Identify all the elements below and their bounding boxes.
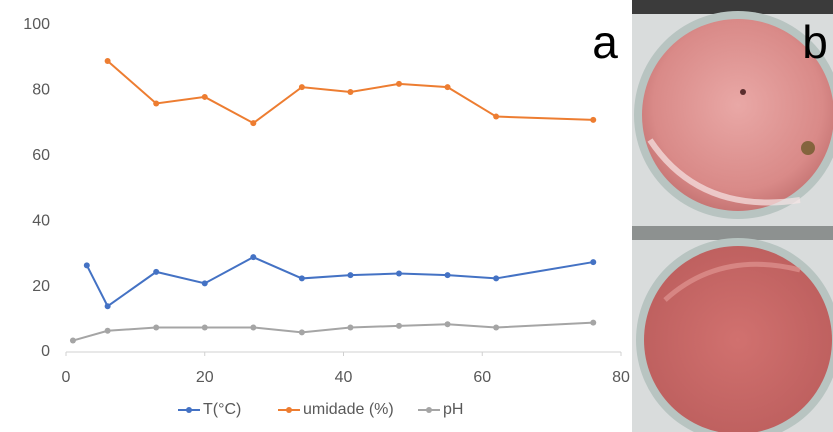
series-line — [85, 256, 594, 308]
point — [104, 303, 111, 310]
plot-area: 0 20 40 60 80 100 0 20 40 60 80 T(°C) umidade (%) pH — [23, 16, 630, 418]
legend-marker — [286, 407, 292, 413]
legend-label: umidade (%) — [303, 401, 394, 418]
series-line — [106, 60, 594, 125]
point — [298, 329, 305, 336]
point — [153, 268, 160, 275]
point — [590, 319, 597, 326]
y-tick-label: 60 — [32, 147, 50, 164]
x-tick-label: 40 — [335, 369, 353, 386]
y-tick-label: 40 — [32, 212, 50, 229]
y-tick-label: 100 — [23, 16, 50, 33]
point — [104, 327, 111, 334]
photo — [632, 0, 833, 432]
x-tick-label: 0 — [62, 369, 71, 386]
point — [347, 324, 354, 331]
series-line — [72, 321, 594, 342]
legend-marker — [426, 407, 432, 413]
point — [493, 113, 500, 120]
x-tick-label: 80 — [612, 369, 630, 386]
point — [201, 93, 208, 100]
panel-label: b — [802, 16, 828, 68]
point — [347, 272, 354, 279]
point — [396, 322, 402, 329]
point — [444, 272, 451, 279]
point — [104, 57, 111, 64]
point — [153, 100, 160, 107]
y-tick-label: 0 — [41, 343, 50, 360]
panel-label: a — [592, 16, 618, 68]
point — [347, 89, 354, 96]
point — [298, 84, 305, 91]
point — [201, 324, 208, 331]
point — [250, 254, 257, 261]
point — [590, 259, 597, 266]
point — [69, 337, 76, 344]
point — [493, 324, 500, 331]
point — [250, 120, 257, 127]
point — [298, 275, 305, 282]
point — [444, 84, 451, 91]
point — [153, 324, 160, 331]
point — [83, 262, 90, 269]
legend-label: T(°C) — [203, 401, 241, 418]
legend-marker — [186, 407, 192, 413]
point — [396, 270, 402, 277]
x-tick-label: 60 — [473, 369, 491, 386]
point — [493, 275, 500, 282]
point — [250, 324, 257, 331]
y-tick-label: 20 — [32, 278, 50, 295]
point — [444, 321, 451, 328]
legend-label: pH — [443, 401, 463, 418]
y-tick-label: 80 — [32, 82, 50, 99]
point — [590, 116, 597, 123]
point — [201, 280, 208, 287]
point — [396, 80, 402, 87]
x-tick-label: 20 — [196, 369, 214, 386]
